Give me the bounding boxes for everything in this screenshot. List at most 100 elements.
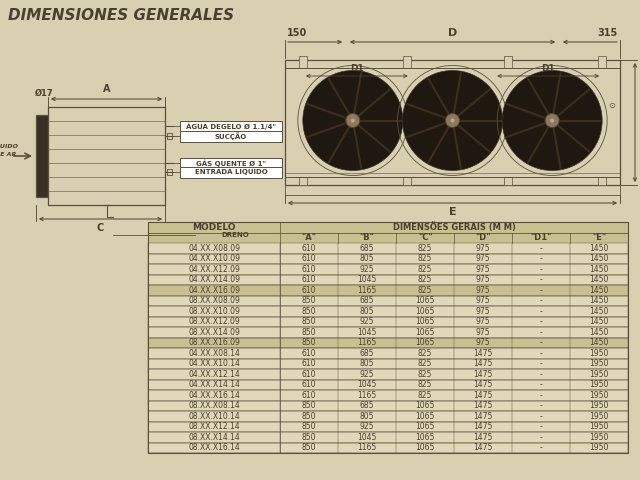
Text: B: B <box>639 118 640 128</box>
Text: 610: 610 <box>302 275 316 284</box>
Text: 1450: 1450 <box>589 254 609 263</box>
Text: 08.XX.X08.09: 08.XX.X08.09 <box>188 296 240 305</box>
Text: 1475: 1475 <box>474 349 493 358</box>
Bar <box>180 131 282 142</box>
Text: 1450: 1450 <box>589 275 609 284</box>
Text: 1065: 1065 <box>415 328 435 337</box>
Text: -: - <box>540 254 543 263</box>
Text: D1: D1 <box>350 64 364 73</box>
Text: 850: 850 <box>302 317 316 326</box>
Text: 08.XX.X16.09: 08.XX.X16.09 <box>188 338 240 347</box>
Bar <box>403 56 411 68</box>
Text: 610: 610 <box>302 254 316 263</box>
Text: 610: 610 <box>302 286 316 295</box>
Text: -: - <box>540 380 543 389</box>
Bar <box>285 60 620 185</box>
Text: 610: 610 <box>302 380 316 389</box>
Text: 04.XX.X12.09: 04.XX.X12.09 <box>188 265 240 274</box>
Bar <box>148 421 628 432</box>
Text: -: - <box>540 265 543 274</box>
Text: 975: 975 <box>476 317 490 326</box>
Text: 610: 610 <box>302 370 316 379</box>
Text: DRENO: DRENO <box>221 232 249 238</box>
Text: 1950: 1950 <box>589 349 609 358</box>
Text: 850: 850 <box>302 328 316 337</box>
Text: 805: 805 <box>360 412 374 421</box>
Text: "A": "A" <box>301 233 317 242</box>
Text: -: - <box>540 286 543 295</box>
Bar <box>148 400 628 411</box>
Text: 1450: 1450 <box>589 317 609 326</box>
Text: 1950: 1950 <box>589 433 609 442</box>
Bar <box>148 380 628 390</box>
Bar <box>299 56 307 68</box>
Bar <box>148 306 628 316</box>
Circle shape <box>545 113 559 128</box>
Text: -: - <box>540 338 543 347</box>
Bar <box>148 264 628 275</box>
Text: -: - <box>540 349 543 358</box>
Text: 04.XX.X14.14: 04.XX.X14.14 <box>188 380 240 389</box>
Text: "E": "E" <box>592 233 606 242</box>
Text: 825: 825 <box>418 254 432 263</box>
Text: 610: 610 <box>302 265 316 274</box>
Text: 1475: 1475 <box>474 412 493 421</box>
Text: 850: 850 <box>302 422 316 431</box>
Text: 610: 610 <box>302 359 316 368</box>
Text: -: - <box>540 317 543 326</box>
Text: 1950: 1950 <box>589 359 609 368</box>
Text: -: - <box>540 328 543 337</box>
Bar <box>148 233 628 243</box>
Bar <box>403 177 411 185</box>
Text: 805: 805 <box>360 359 374 368</box>
Text: 850: 850 <box>302 296 316 305</box>
Bar <box>167 133 172 139</box>
Bar <box>180 167 282 178</box>
Text: 1475: 1475 <box>474 359 493 368</box>
Circle shape <box>403 71 502 170</box>
Text: 805: 805 <box>360 254 374 263</box>
Text: 1045: 1045 <box>357 433 377 442</box>
Circle shape <box>550 119 554 122</box>
Bar <box>148 327 628 337</box>
Bar <box>148 296 628 306</box>
Text: 08.XX.X12.09: 08.XX.X12.09 <box>188 317 240 326</box>
Text: 825: 825 <box>418 349 432 358</box>
Text: 1065: 1065 <box>415 443 435 452</box>
Bar <box>195 229 275 240</box>
Bar <box>148 275 628 285</box>
Text: ENTRADA LIQUIDO: ENTRADA LIQUIDO <box>195 169 268 175</box>
Text: 975: 975 <box>476 296 490 305</box>
Text: 825: 825 <box>418 380 432 389</box>
Bar <box>148 222 628 453</box>
Text: -: - <box>540 433 543 442</box>
Bar <box>299 177 307 185</box>
Text: 850: 850 <box>302 443 316 452</box>
Text: 1065: 1065 <box>415 296 435 305</box>
Text: 685: 685 <box>360 296 374 305</box>
Circle shape <box>303 71 403 170</box>
Text: -: - <box>540 359 543 368</box>
Bar <box>180 157 282 168</box>
Text: 1450: 1450 <box>589 338 609 347</box>
Text: 685: 685 <box>360 349 374 358</box>
Text: 975: 975 <box>476 307 490 316</box>
Text: "C": "C" <box>418 233 433 242</box>
Text: FLUIDO: FLUIDO <box>0 144 19 149</box>
Text: 1950: 1950 <box>589 380 609 389</box>
Bar <box>148 348 628 359</box>
Text: MODELO: MODELO <box>193 223 236 232</box>
Text: C: C <box>97 223 104 233</box>
Bar <box>48 107 165 205</box>
Text: 1065: 1065 <box>415 412 435 421</box>
Text: 850: 850 <box>302 338 316 347</box>
Text: 1450: 1450 <box>589 265 609 274</box>
Text: 925: 925 <box>360 370 374 379</box>
Text: ⊙: ⊙ <box>609 101 616 110</box>
Text: Ø17: Ø17 <box>35 88 54 97</box>
Circle shape <box>502 71 602 170</box>
Text: 1045: 1045 <box>357 275 377 284</box>
Text: -: - <box>540 275 543 284</box>
Bar <box>148 359 628 369</box>
Text: -: - <box>540 401 543 410</box>
